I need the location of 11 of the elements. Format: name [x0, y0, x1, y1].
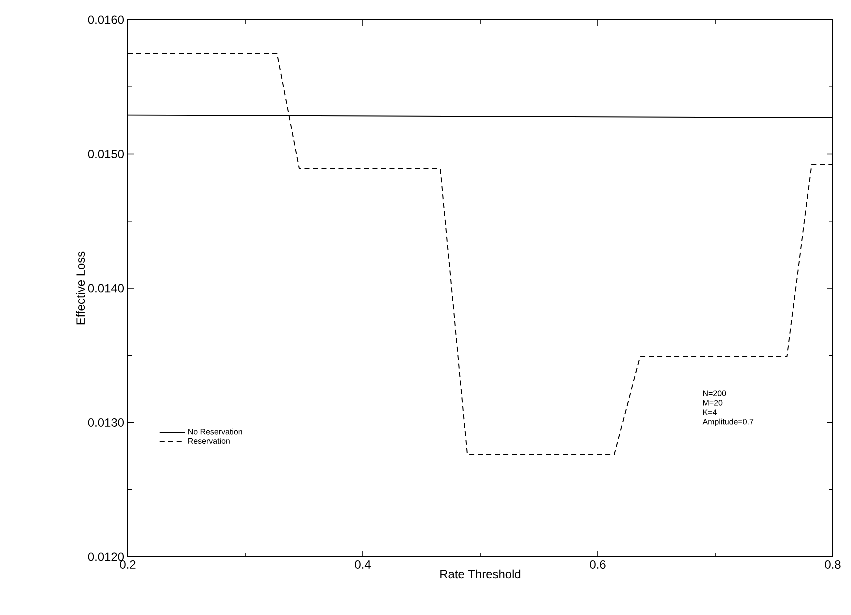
- x-tick-label: 0.2: [120, 560, 136, 569]
- y-tick-label: 0.0130: [88, 418, 124, 427]
- y-tick-label: 0.0140: [88, 284, 124, 293]
- x-axis-title: Rate Threshold: [440, 570, 521, 579]
- x-tick-label: 0.8: [825, 560, 841, 569]
- x-tick-label: 0.6: [590, 560, 606, 569]
- x-tick-label: 0.4: [355, 560, 371, 569]
- y-tick-label: 0.0160: [88, 16, 124, 24]
- y-tick-label: 0.0150: [88, 150, 124, 158]
- y-axis-title: Effective Loss: [76, 252, 86, 325]
- y-tick-label: 0.0120: [88, 552, 124, 562]
